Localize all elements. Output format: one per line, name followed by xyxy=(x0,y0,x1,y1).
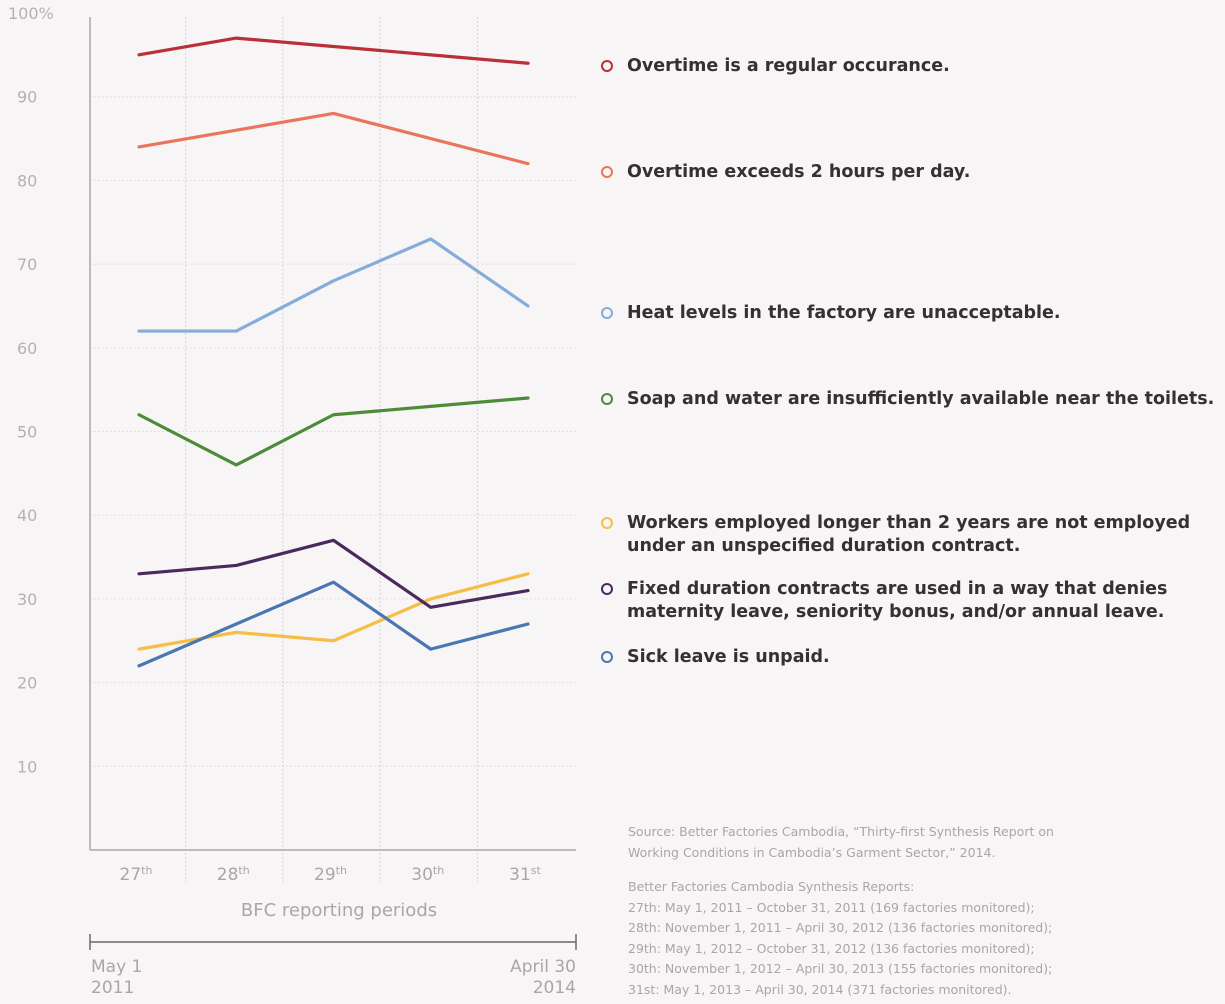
report-item: 28th: November 1, 2011 – April 30, 2012 … xyxy=(628,920,1053,935)
legend-label: Workers employed longer than 2 years are… xyxy=(627,512,1225,558)
legend-item: Fixed duration contracts are used in a w… xyxy=(600,578,1225,624)
x-tick-label: 31st xyxy=(509,864,541,885)
series-line xyxy=(137,237,530,333)
x-axis-label: BFC reporting periods xyxy=(241,900,437,921)
report-item: 31st: May 1, 2013 – April 30, 2014 (371 … xyxy=(628,981,1012,997)
legend-label: Overtime exceeds 2 hours per day. xyxy=(627,161,1225,184)
legend-marker-icon xyxy=(601,60,613,72)
timeline-end-label: April 30 xyxy=(510,957,576,977)
reports-heading: Better Factories Cambodia Synthesis Repo… xyxy=(628,879,915,894)
y-tick-label: 60 xyxy=(17,339,37,358)
y-tick-label: 10 xyxy=(17,757,37,776)
y-tick-label: 40 xyxy=(17,506,37,525)
series-line xyxy=(137,111,530,166)
series-line xyxy=(137,36,530,65)
x-tick-label: 30th xyxy=(411,864,444,885)
axes xyxy=(89,17,576,851)
timeline-start-year: 2011 xyxy=(91,978,134,998)
legend-label-line: Heat levels in the factory are unaccepta… xyxy=(627,303,1061,323)
legend-label: Sick leave is unpaid. xyxy=(627,646,1225,669)
source-line-2: Working Conditions in Cambodia’s Garment… xyxy=(628,844,996,860)
legend-marker-icon xyxy=(601,651,613,663)
legend-marker-icon xyxy=(601,307,613,319)
series-line xyxy=(137,538,530,609)
legend-label-line: maternity leave, seniority bonus, and/or… xyxy=(627,602,1165,622)
legend-label-line: Overtime exceeds 2 hours per day. xyxy=(627,162,971,182)
legend-label-line: Sick leave is unpaid. xyxy=(627,647,830,667)
reports-note: Better Factories Cambodia Synthesis Repo… xyxy=(628,877,1218,1000)
series-lines xyxy=(137,36,530,668)
y-tick-label: 80 xyxy=(17,171,37,190)
source-note: Source: Better Factories Cambodia, “Thir… xyxy=(628,822,1218,863)
legend-label-line: Fixed duration contracts are used in a w… xyxy=(627,579,1168,599)
legend-marker-icon xyxy=(601,166,613,178)
y-tick-label: 20 xyxy=(17,674,37,693)
y-tick-label: 30 xyxy=(17,590,37,609)
legend-label: Overtime is a regular occurance. xyxy=(627,55,1225,78)
timeline: May 1 2011 April 30 2014 xyxy=(89,934,577,998)
x-tick-label: 28th xyxy=(217,864,250,885)
y-tick-labels: 100% 90 80 70 60 50 40 30 20 10 xyxy=(8,4,54,776)
legend-marker-icon xyxy=(601,583,613,595)
legend-item: Heat levels in the factory are unaccepta… xyxy=(600,302,1225,325)
legend-label-line: Overtime is a regular occurance. xyxy=(627,56,950,76)
legend-label-line: Soap and water are insufficiently availa… xyxy=(627,389,1215,409)
x-tick-label: 27th xyxy=(120,864,153,885)
x-tick-labels: 27th 28th 29th 30th 31st xyxy=(120,864,542,885)
series-line xyxy=(137,396,530,467)
grid xyxy=(90,17,576,882)
legend-item: Soap and water are insufficiently availa… xyxy=(600,388,1225,411)
legend-item: Overtime exceeds 2 hours per day. xyxy=(600,161,1225,184)
legend-item: Workers employed longer than 2 years are… xyxy=(600,512,1225,558)
legend-label-line: Workers employed longer than 2 years are… xyxy=(627,513,1191,533)
legend-marker-icon xyxy=(601,517,613,529)
y-tick-label: 90 xyxy=(17,88,37,107)
legend-label-line: under an unspecified duration contract. xyxy=(627,536,1021,556)
report-item: 30th: November 1, 2012 – April 30, 2013 … xyxy=(628,961,1053,976)
legend-item: Sick leave is unpaid. xyxy=(600,646,1225,669)
report-item: 27th: May 1, 2011 – October 31, 2011 (16… xyxy=(628,899,1035,915)
series-line xyxy=(137,580,530,668)
legend-label: Fixed duration contracts are used in a w… xyxy=(627,578,1225,624)
y-tick-label: 50 xyxy=(17,423,37,442)
report-item: 29th: May 1, 2012 – October 31, 2012 (13… xyxy=(628,940,1035,956)
y-tick-label: 70 xyxy=(17,255,37,274)
y-tick-label: 100% xyxy=(8,4,54,23)
timeline-start-label: May 1 xyxy=(91,957,142,977)
legend-label: Heat levels in the factory are unaccepta… xyxy=(627,302,1225,325)
legend-marker-icon xyxy=(601,393,613,405)
source-line-1: Source: Better Factories Cambodia, “Thir… xyxy=(628,824,1054,839)
timeline-end-year: 2014 xyxy=(533,978,576,998)
legend-item: Overtime is a regular occurance. xyxy=(600,55,1225,78)
legend-label: Soap and water are insufficiently availa… xyxy=(627,388,1225,411)
x-tick-label: 29th xyxy=(314,864,347,885)
